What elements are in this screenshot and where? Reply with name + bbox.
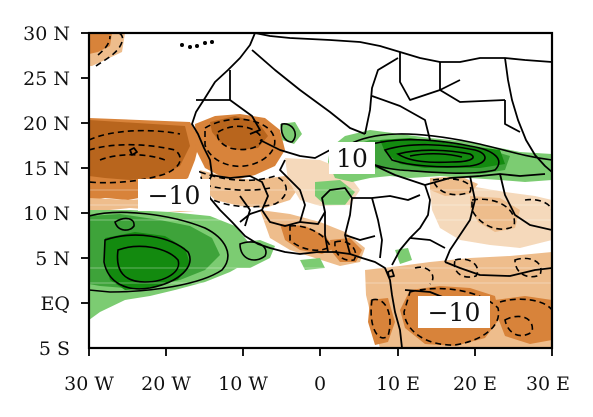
- border-7: [439, 62, 506, 103]
- y-tick-label-15n: 15 N: [23, 158, 70, 180]
- border-25: [344, 234, 376, 241]
- contour-label-3: −10: [428, 298, 481, 327]
- y-tick-label-30n: 30 N: [23, 23, 70, 45]
- border-13: [499, 173, 552, 231]
- border-19: [299, 187, 353, 255]
- border-15: [409, 237, 446, 249]
- border-11: [424, 173, 546, 186]
- contour-label-box-3: [418, 296, 490, 328]
- border-5: [371, 95, 431, 141]
- border-8: [504, 100, 521, 133]
- x-ticks: [88, 348, 553, 356]
- contour-label-box-2: [138, 179, 210, 211]
- positive-contours: [89, 123, 552, 293]
- border-20: [324, 212, 329, 253]
- anomaly-shading: [89, 33, 552, 348]
- negative-area-south-east: [495, 296, 552, 344]
- border-21: [352, 194, 421, 201]
- border-22: [371, 197, 383, 259]
- coastline-mediterranean: [254, 33, 552, 63]
- negative-area-atlantic-core: [89, 120, 190, 180]
- border-10: [391, 184, 431, 266]
- negative-area-sahel-light: [200, 170, 300, 208]
- x-tick-label-0: 0: [314, 373, 326, 395]
- positive-area-center: [315, 180, 355, 205]
- y-tick-label-5s: 5 S: [39, 338, 70, 360]
- island-2: [188, 45, 192, 49]
- border-18: [279, 159, 306, 223]
- y-tick-label-10n: 10 N: [23, 203, 70, 225]
- island-bioko: [387, 269, 395, 278]
- coastline-red-sea: [504, 57, 552, 173]
- negative-area-guinea-core: [280, 224, 335, 254]
- positive-area-south-small: [300, 258, 325, 270]
- negative-area-nw-core: [89, 33, 112, 54]
- border-12: [444, 175, 476, 263]
- y-tick-labels: 30 N 25 N 20 N 15 N 10 N 5 N EQ 5 S: [23, 23, 70, 360]
- border-2: [229, 99, 261, 135]
- x-tick-label-10e: 10 E: [376, 373, 420, 395]
- x-tick-label-20e: 20 E: [453, 373, 497, 395]
- x-tick-label-10w: 10 W: [218, 373, 268, 395]
- y-tick-label-5n: 5 N: [35, 248, 70, 270]
- island-3: [195, 44, 199, 48]
- y-tick-label-20n: 20 N: [23, 113, 70, 135]
- border-24: [239, 209, 263, 223]
- y-tick-label-25n: 25 N: [23, 68, 70, 90]
- border-23: [239, 195, 251, 227]
- island-5: [210, 40, 214, 44]
- border-4: [364, 57, 399, 135]
- border-17: [209, 174, 301, 227]
- y-ticks: [81, 32, 89, 304]
- x-tick-label-30w: 30 W: [64, 373, 114, 395]
- y-tick-label-eq: EQ: [41, 293, 70, 315]
- border-3: [251, 49, 366, 135]
- border-6: [399, 52, 461, 101]
- contour-labels: 10 −10 −10: [138, 142, 490, 328]
- contour-label-1: 10: [336, 144, 368, 173]
- island-4: [203, 41, 207, 45]
- island-1: [180, 43, 184, 47]
- x-tick-label-20w: 20 W: [141, 373, 191, 395]
- x-tick-label-30e: 30 E: [526, 373, 570, 395]
- coastlines-and-borders: [129, 33, 552, 348]
- contour-label-box-1: [329, 142, 375, 174]
- negative-area-sahel-core: [210, 116, 268, 150]
- x-tick-labels: 30 W 20 W 10 W 0 10 E 20 E 30 E: [64, 373, 570, 395]
- island-cape-verde: [129, 147, 138, 156]
- contour-label-2: −10: [148, 181, 201, 210]
- border-14: [444, 261, 552, 277]
- positive-area-atlantic-core: [105, 232, 190, 290]
- negative-contours: [89, 33, 552, 346]
